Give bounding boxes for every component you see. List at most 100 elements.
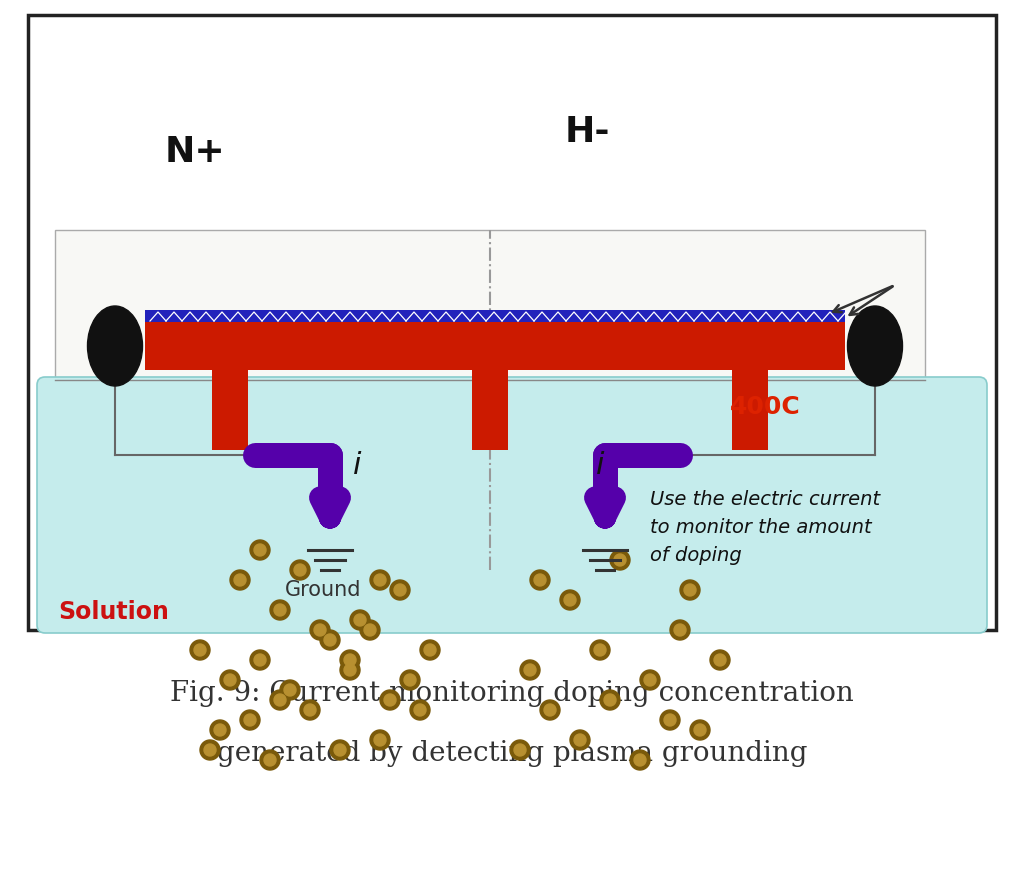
- Circle shape: [264, 754, 276, 766]
- Bar: [55, 230, 925, 570]
- Circle shape: [380, 690, 400, 710]
- Circle shape: [254, 654, 266, 666]
- Circle shape: [254, 544, 266, 556]
- Circle shape: [574, 734, 586, 746]
- Circle shape: [674, 624, 686, 636]
- Circle shape: [604, 694, 616, 706]
- Circle shape: [300, 700, 319, 720]
- Circle shape: [400, 670, 420, 690]
- Circle shape: [390, 580, 410, 600]
- Circle shape: [230, 570, 250, 590]
- Circle shape: [714, 654, 726, 666]
- Circle shape: [204, 744, 216, 756]
- Circle shape: [364, 624, 376, 636]
- Circle shape: [524, 664, 536, 676]
- Circle shape: [614, 554, 626, 566]
- Circle shape: [304, 704, 316, 716]
- Text: Use the electric current
to monitor the amount
of doping: Use the electric current to monitor the …: [650, 490, 880, 565]
- Circle shape: [274, 694, 286, 706]
- Circle shape: [274, 604, 286, 616]
- Circle shape: [600, 690, 620, 710]
- Circle shape: [250, 540, 270, 560]
- Circle shape: [564, 594, 575, 606]
- Circle shape: [560, 590, 580, 610]
- Circle shape: [520, 660, 540, 680]
- Circle shape: [374, 574, 386, 586]
- Text: generated by detecting plasma grounding: generated by detecting plasma grounding: [217, 740, 807, 767]
- Circle shape: [234, 574, 246, 586]
- Circle shape: [294, 564, 306, 576]
- Circle shape: [354, 614, 366, 626]
- Bar: [145, 310, 845, 322]
- Text: Fig. 9: Current monitoring doping concentration: Fig. 9: Current monitoring doping concen…: [170, 680, 854, 707]
- Circle shape: [314, 624, 326, 636]
- Circle shape: [630, 750, 650, 770]
- Circle shape: [394, 584, 406, 596]
- Circle shape: [640, 670, 660, 690]
- Text: $i$: $i$: [352, 451, 362, 479]
- Circle shape: [670, 620, 690, 640]
- Circle shape: [240, 710, 260, 730]
- Circle shape: [510, 740, 530, 760]
- Circle shape: [384, 694, 396, 706]
- FancyBboxPatch shape: [37, 377, 987, 633]
- Circle shape: [404, 674, 416, 686]
- Circle shape: [340, 660, 360, 680]
- Circle shape: [214, 724, 226, 736]
- Ellipse shape: [848, 306, 902, 386]
- Circle shape: [220, 670, 240, 690]
- Circle shape: [690, 720, 710, 740]
- Circle shape: [664, 714, 676, 726]
- Text: N+: N+: [165, 135, 225, 169]
- Circle shape: [374, 734, 386, 746]
- Circle shape: [694, 724, 706, 736]
- Circle shape: [424, 644, 436, 656]
- Circle shape: [334, 744, 346, 756]
- Circle shape: [270, 690, 290, 710]
- Circle shape: [224, 674, 236, 686]
- Circle shape: [544, 704, 556, 716]
- Circle shape: [284, 684, 296, 696]
- Bar: [472, 370, 508, 450]
- Circle shape: [590, 640, 610, 660]
- Circle shape: [684, 584, 696, 596]
- Circle shape: [344, 664, 356, 676]
- Circle shape: [370, 570, 390, 590]
- Circle shape: [319, 630, 340, 650]
- Circle shape: [710, 650, 730, 670]
- Circle shape: [280, 680, 300, 700]
- Circle shape: [370, 730, 390, 750]
- Circle shape: [330, 740, 350, 760]
- Circle shape: [250, 650, 270, 670]
- Circle shape: [360, 620, 380, 640]
- Circle shape: [324, 634, 336, 646]
- Text: Solution: Solution: [58, 600, 169, 624]
- Circle shape: [190, 640, 210, 660]
- Circle shape: [290, 560, 310, 580]
- Text: 400C: 400C: [730, 395, 801, 419]
- Circle shape: [200, 740, 220, 760]
- Circle shape: [514, 744, 526, 756]
- Circle shape: [244, 714, 256, 726]
- Ellipse shape: [87, 306, 142, 386]
- Circle shape: [260, 750, 280, 770]
- Circle shape: [410, 700, 430, 720]
- Bar: [145, 322, 845, 370]
- Circle shape: [270, 600, 290, 620]
- Text: H-: H-: [565, 115, 610, 149]
- Bar: [212, 370, 248, 450]
- Bar: [732, 370, 768, 450]
- Circle shape: [540, 700, 560, 720]
- Circle shape: [350, 610, 370, 630]
- Circle shape: [680, 580, 700, 600]
- Circle shape: [420, 640, 440, 660]
- Circle shape: [344, 654, 356, 666]
- Circle shape: [530, 570, 550, 590]
- Circle shape: [194, 644, 206, 656]
- Circle shape: [414, 704, 426, 716]
- Circle shape: [210, 720, 230, 740]
- Circle shape: [660, 710, 680, 730]
- Circle shape: [534, 574, 546, 586]
- Circle shape: [644, 674, 656, 686]
- Circle shape: [634, 754, 646, 766]
